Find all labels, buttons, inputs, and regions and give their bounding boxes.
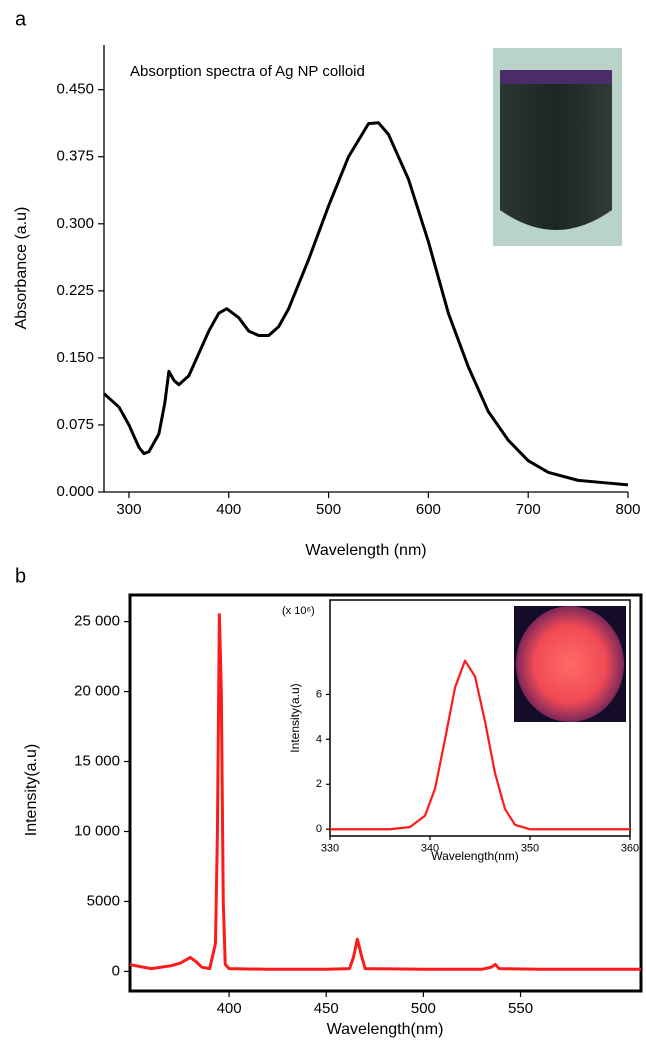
y-tick-label: 25 000 xyxy=(74,613,120,630)
y-tick-label: 0.450 xyxy=(56,81,94,98)
y-axis-label: Intensity(a.u) xyxy=(288,683,302,752)
x-tick-label: 500 xyxy=(316,501,341,518)
y-tick-label: 0.000 xyxy=(56,483,94,500)
x-tick-label: 550 xyxy=(508,1000,533,1017)
x-tick-label: 300 xyxy=(116,501,141,518)
y-axis-label: Absorbance (a.u) xyxy=(13,207,30,330)
x-tick-label: 360 xyxy=(621,843,639,855)
data-line xyxy=(129,613,641,971)
panel-label: a xyxy=(15,8,27,30)
y-tick-label: 0 xyxy=(316,823,322,835)
y-tick-label: 0.225 xyxy=(56,282,94,299)
y-tick-label: 0.075 xyxy=(56,416,94,433)
data-line xyxy=(102,121,629,487)
y-tick-label: 20 000 xyxy=(74,683,120,700)
plot-frame xyxy=(128,593,643,993)
photo-glow xyxy=(514,606,626,722)
x-tick-label: 600 xyxy=(416,501,441,518)
x-tick-label: 400 xyxy=(217,1000,242,1017)
data-line xyxy=(330,659,630,831)
photo-vial xyxy=(493,48,622,246)
annotation: Absorption spectra of Ag NP colloid xyxy=(130,63,365,80)
y-axis-label: Intensity(a.u) xyxy=(23,744,40,836)
x-tick-label: 400 xyxy=(216,501,241,518)
y-tick-label: 15 000 xyxy=(74,752,120,769)
panel-label: b xyxy=(15,565,26,587)
y-tick-label: 4 xyxy=(316,733,322,745)
y-tick-label: 6 xyxy=(316,688,322,700)
x-tick-label: 350 xyxy=(521,843,539,855)
plot-frame xyxy=(329,599,631,837)
y-tick-label: 0.300 xyxy=(56,215,94,232)
x-axis-label: Wavelength(nm) xyxy=(431,849,519,863)
x-axis-label: Wavelength (nm) xyxy=(305,542,426,559)
x-tick-label: 450 xyxy=(314,1000,339,1017)
y-tick-label: 2 xyxy=(316,778,322,790)
x-tick-label: 330 xyxy=(321,843,339,855)
x-tick-label: 500 xyxy=(411,1000,436,1017)
x-tick-label: 340 xyxy=(421,843,439,855)
y-tick-label: 0.375 xyxy=(56,148,94,165)
y-tick-label: 5000 xyxy=(87,892,120,909)
y-tick-label: 0 xyxy=(112,962,120,979)
y-tick-label: 0.150 xyxy=(56,349,94,366)
y-tick-label: 10 000 xyxy=(74,822,120,839)
x-tick-label: 800 xyxy=(615,501,640,518)
x-axis-label: Wavelength(nm) xyxy=(327,1021,444,1038)
x-tick-label: 700 xyxy=(516,501,541,518)
annotation: (x 10⁶) xyxy=(282,605,315,617)
